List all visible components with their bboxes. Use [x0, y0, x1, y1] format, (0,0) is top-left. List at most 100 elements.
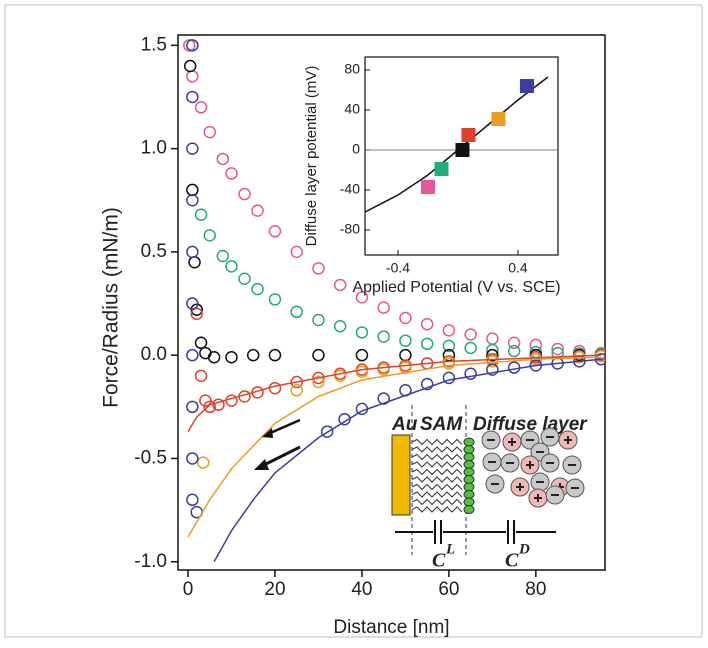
data-point — [312, 375, 325, 389]
data-point — [290, 305, 303, 319]
data-point — [186, 39, 199, 52]
capacitor-subscript: D — [518, 541, 530, 557]
data-point — [194, 336, 208, 350]
data-point — [251, 282, 264, 296]
data-point — [238, 272, 251, 285]
data-point — [186, 194, 199, 207]
data-point — [355, 326, 369, 339]
inset-y-title: Diffuse layer potential (mV) — [303, 66, 320, 247]
data-point — [442, 371, 456, 385]
data-point — [268, 293, 282, 306]
data-point — [333, 369, 347, 383]
plot-frame — [177, 34, 606, 571]
inset-x-tick-label: -0.4 — [386, 260, 410, 276]
data-point — [203, 229, 216, 242]
data-point — [216, 249, 230, 263]
data-point — [420, 337, 434, 351]
y-tick-label: 0.5 — [141, 241, 167, 262]
inset-y-tick-label: -40 — [340, 181, 360, 197]
sam-chain — [411, 491, 463, 498]
data-point — [207, 350, 221, 364]
inset-point — [455, 143, 470, 157]
data-point — [312, 371, 325, 385]
data-point — [186, 493, 199, 507]
head-group — [463, 445, 475, 454]
capacitor-symbol: C — [505, 550, 519, 572]
y-tick-label: 1.0 — [141, 138, 167, 159]
data-point — [194, 101, 208, 114]
data-point — [312, 313, 325, 327]
data-point — [196, 456, 210, 469]
data-point — [338, 412, 351, 426]
data-point — [183, 59, 197, 73]
data-point — [312, 348, 325, 362]
data-point — [183, 39, 196, 52]
head-group — [463, 467, 475, 477]
data-point — [551, 342, 564, 356]
head-group — [463, 505, 475, 514]
data-point — [186, 90, 199, 104]
ion-sign — [564, 436, 572, 444]
sam-chain — [411, 483, 463, 491]
inset-point — [491, 112, 506, 126]
arrow-head — [262, 428, 273, 438]
arrow — [267, 418, 301, 436]
data-point — [225, 350, 238, 364]
data-point — [238, 187, 251, 201]
data-point — [507, 344, 521, 358]
y-axis-title: Force/Radius (mN/m) — [100, 207, 123, 408]
data-point — [333, 278, 347, 292]
data-point — [312, 262, 325, 275]
data-point — [290, 375, 303, 389]
x-tick-label: 40 — [351, 579, 372, 600]
sam-chain — [411, 453, 463, 461]
capacitor-gap — [506, 520, 516, 544]
data-point — [290, 245, 303, 259]
au-electrode — [391, 434, 411, 516]
data-point — [225, 167, 238, 180]
data-point — [355, 348, 369, 362]
x-tick-label: 20 — [264, 579, 285, 600]
annotation: SAM — [420, 414, 463, 435]
x-tick-label: 60 — [438, 579, 459, 600]
data-point — [186, 452, 199, 465]
capacitor-symbol: C — [432, 550, 446, 572]
data-point — [442, 324, 456, 337]
data-point — [399, 334, 412, 347]
ion-sign — [508, 438, 516, 446]
data-point — [194, 208, 208, 221]
data-point — [216, 152, 230, 166]
data-point — [186, 297, 199, 310]
inset-point — [519, 79, 534, 93]
sam-chain — [411, 506, 463, 513]
data-point — [464, 341, 477, 355]
y-tick-label: -0.5 — [134, 447, 167, 468]
data-point — [186, 400, 199, 414]
data-point — [186, 348, 199, 362]
sam-chain — [411, 461, 463, 468]
data-point — [355, 291, 369, 304]
data-point — [251, 204, 264, 217]
data-point — [420, 317, 434, 331]
inset-y-tick-label: 0 — [352, 141, 360, 157]
data-point — [194, 369, 208, 383]
x-tick-label: 0 — [183, 579, 194, 600]
arrow-head — [254, 459, 269, 470]
data-point — [420, 377, 434, 391]
data-point — [290, 384, 303, 397]
data-point — [377, 392, 390, 405]
head-group — [463, 497, 475, 507]
inset: 80 40 0 -40 -80 -0.4 0.4 Applied Potential (V v… — [303, 56, 561, 296]
inset-point — [434, 162, 449, 176]
data-point — [399, 311, 412, 325]
data-point — [212, 398, 225, 411]
data-point — [442, 339, 456, 353]
ion-sign — [534, 494, 542, 502]
inset-point — [420, 180, 435, 194]
capacitor-subscript: L — [445, 541, 455, 557]
data-point — [464, 367, 477, 381]
data-point — [377, 330, 390, 343]
head-group — [463, 460, 475, 469]
